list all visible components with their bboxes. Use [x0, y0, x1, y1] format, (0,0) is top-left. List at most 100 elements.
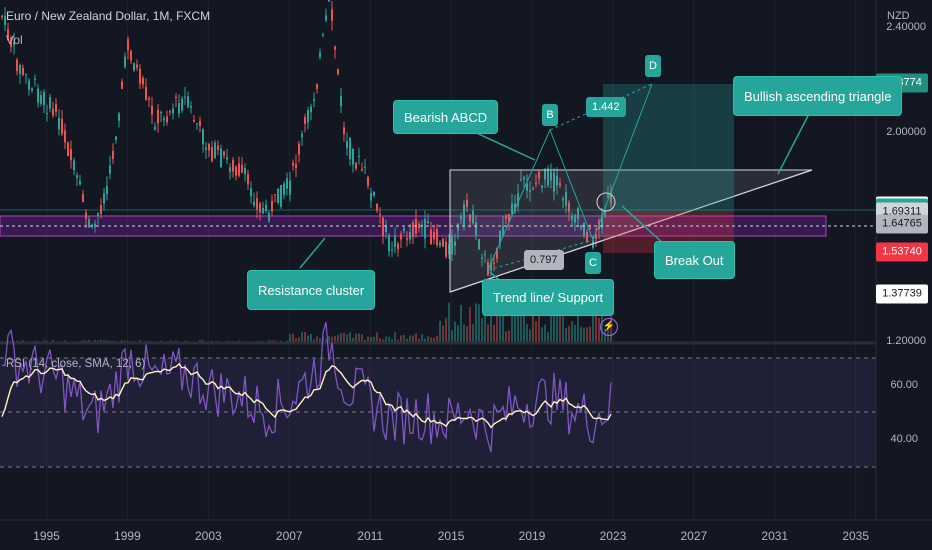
candle-body — [463, 204, 465, 226]
volume-bar — [490, 303, 492, 342]
candle-body — [523, 177, 525, 180]
volume-bar — [532, 314, 534, 342]
candle-body — [601, 214, 603, 229]
volume-bar — [580, 326, 582, 342]
symbol-title[interactable]: Euro / New Zealand Dollar, 1M, FXCM — [6, 9, 211, 23]
volume-bar — [94, 340, 96, 342]
rsi-label[interactable]: RSI (14, close, SMA, 12, 6) — [6, 358, 146, 370]
volume-bar — [199, 340, 201, 342]
candle-body — [283, 183, 285, 195]
candle-body — [217, 145, 219, 150]
candle-body — [271, 200, 273, 212]
price-badge: 1.53740 — [876, 242, 928, 262]
volume-bar — [574, 324, 576, 342]
abcd-ratio-cd: 1.442 — [586, 97, 626, 117]
volume-bar — [43, 340, 45, 342]
candle-body — [388, 234, 390, 252]
volume-bar — [370, 337, 372, 342]
volume-bar — [106, 340, 108, 342]
volume-bar — [367, 336, 369, 342]
volume-bar — [343, 332, 345, 342]
trend-line-callout[interactable]: Trend line/ Support — [482, 279, 615, 316]
volume-bar — [352, 337, 354, 342]
candle-body — [322, 34, 324, 36]
volume-bar — [385, 336, 387, 342]
candle-body — [349, 137, 351, 160]
candle-body — [529, 190, 531, 192]
candle-body — [589, 227, 591, 230]
candle-body — [58, 117, 60, 130]
volume-bar — [577, 314, 579, 342]
candle-body — [379, 213, 381, 215]
volume-bar — [169, 340, 171, 342]
price-tick-label: 1.20000 — [886, 334, 926, 347]
candle-body — [607, 194, 609, 198]
abcd-ratio-bc: 0.797 — [524, 250, 564, 270]
candle-body — [328, 0, 330, 2]
candle-body — [508, 213, 510, 222]
candle-body — [499, 230, 501, 244]
volume-bar — [511, 310, 513, 342]
volume-bar — [316, 336, 318, 342]
volume-bar — [526, 324, 528, 342]
candle-body — [289, 180, 291, 195]
volume-bar — [304, 332, 306, 342]
candle-body — [511, 203, 513, 214]
candle-body — [145, 86, 147, 101]
volume-label[interactable]: Vol — [6, 33, 23, 47]
candle-body — [256, 198, 258, 210]
candle-body — [406, 238, 408, 240]
candle-body — [358, 156, 360, 158]
candle-body — [313, 99, 315, 102]
volume-bar — [451, 330, 453, 342]
candle-body — [541, 185, 543, 188]
bearish-abcd-callout[interactable]: Bearish ABCD — [393, 100, 499, 134]
candle-body — [568, 202, 570, 212]
lightning-icon[interactable]: ⚡ — [600, 318, 618, 336]
year-tick-label: 2003 — [194, 529, 222, 543]
candle-body — [181, 98, 183, 111]
volume-bar — [124, 340, 126, 342]
volume-bar — [454, 321, 456, 342]
volume-bar — [460, 304, 462, 342]
volume-bar — [274, 340, 276, 342]
resistance-cluster-callout[interactable]: Resistance cluster — [247, 270, 376, 310]
volume-bar — [466, 326, 468, 342]
volume-bar — [568, 326, 570, 342]
year-tick-label: 1999 — [114, 529, 141, 543]
break-out-callout[interactable]: Break Out — [654, 241, 735, 279]
candle-body — [574, 215, 576, 223]
volume-bar — [349, 332, 351, 342]
candle-body — [340, 95, 342, 107]
candle-body — [82, 194, 84, 203]
abcd-point-d[interactable]: D — [645, 55, 661, 77]
candle-body — [46, 113, 48, 115]
volume-bar — [139, 340, 141, 342]
candle-body — [427, 221, 429, 224]
abcd-point-c[interactable]: C — [585, 252, 601, 274]
candle-body — [34, 78, 36, 80]
volume-bar — [439, 320, 441, 342]
volume-bar — [508, 330, 510, 342]
price-tick-label: 2.40000 — [886, 21, 926, 34]
volume-bar — [496, 304, 498, 342]
candle-body — [376, 203, 378, 211]
candle-body — [520, 179, 522, 181]
abcd-point-b[interactable]: B — [542, 104, 558, 126]
volume-bar — [286, 340, 288, 342]
candle-body — [55, 104, 57, 112]
bullish-triangle-callout[interactable]: Bullish ascending triangle — [733, 76, 903, 116]
candle-body — [184, 96, 186, 98]
candle-body — [10, 37, 12, 47]
candle-body — [76, 175, 78, 178]
volume-bar — [598, 317, 600, 342]
volume-bar — [127, 340, 129, 342]
candle-body — [586, 232, 588, 243]
volume-bar — [109, 340, 111, 342]
volume-bar — [394, 332, 396, 342]
volume-bar — [340, 333, 342, 342]
volume-bar — [202, 340, 204, 342]
volume-bar — [403, 334, 405, 342]
candle-body — [190, 106, 192, 108]
candle-body — [160, 112, 162, 114]
